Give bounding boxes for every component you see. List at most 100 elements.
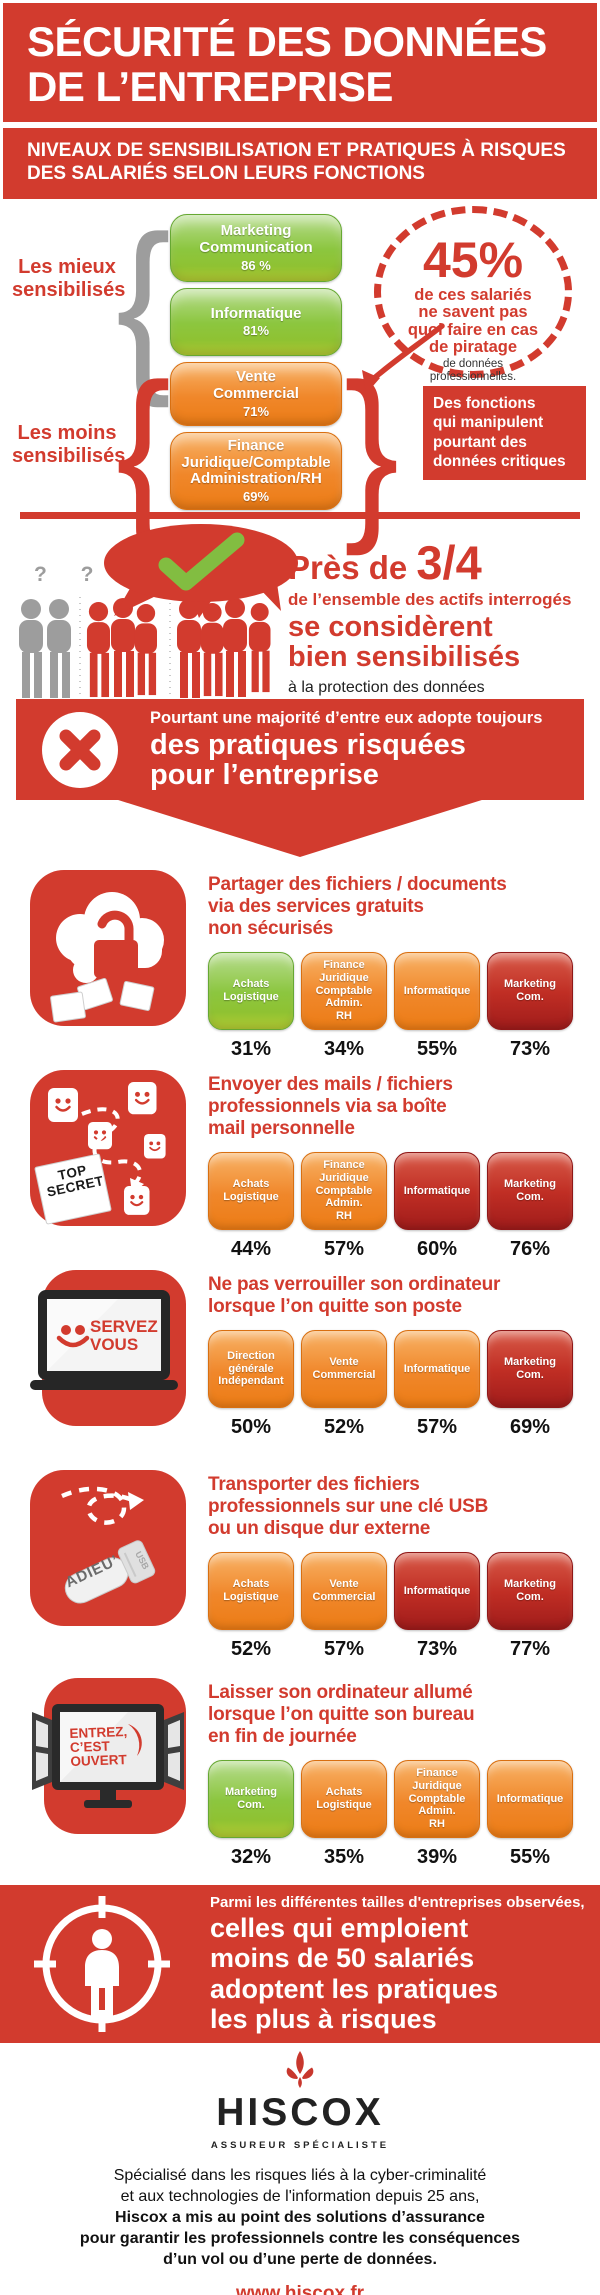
fleur-de-lis-icon (286, 2051, 314, 2088)
tile-percentage: 57% (323, 1238, 365, 1261)
headline-fraction: 3/4 (416, 536, 482, 589)
tile-label: Achats Logistique (208, 1552, 294, 1631)
tile-percentage: 57% (323, 1638, 365, 1661)
tile-marketing: Marketing Com. 32% (208, 1760, 294, 1869)
tile-label: Vente Commercial (301, 1330, 387, 1409)
tile-label: Marketing Com. (487, 1330, 573, 1409)
tile-label: Achats Logistique (208, 952, 294, 1031)
tile-direction: Direction générale Indépendant 50% (208, 1330, 294, 1439)
tile-marketing: Marketing Com. 73% (487, 952, 573, 1061)
people-crowd-icon (19, 597, 271, 698)
bar-value: 71% (242, 403, 270, 419)
tile-percentage: 60% (416, 1238, 458, 1261)
tile-percentage: 73% (509, 1038, 551, 1061)
hiscox-website-link[interactable]: www.hiscox.fr (235, 2282, 365, 2295)
tile-marketing: Marketing Com. 69% (487, 1330, 573, 1439)
checkmark-bubble-icon (104, 524, 298, 618)
awareness-bars: Marketing Communication 86 % Informatiqu… (170, 214, 342, 510)
tile-vente: Vente Commercial 57% (301, 1552, 387, 1661)
bar-label: Finance Juridique/Comptable Administrati… (181, 436, 331, 488)
practice-tiles: Direction générale Indépendant 50% Vente… (208, 1330, 588, 1439)
tile-label: Achats Logistique (208, 1152, 294, 1231)
three-quarters-section: ? ? (0, 519, 600, 716)
tile-percentage: 44% (230, 1238, 272, 1261)
tile-percentage: 73% (416, 1638, 458, 1661)
three-quarters-text: Près de 3/4 de l’ensemble des actifs int… (288, 535, 588, 718)
tile-percentage: 55% (509, 1846, 551, 1869)
risk-banner-line1: Pourtant une majorité d’entre eux adopte… (150, 709, 543, 727)
tile-achats: Achats Logistique 52% (208, 1552, 294, 1661)
tile-label: Finance Juridique Comptable Admin. RH (394, 1760, 480, 1839)
tile-achats: Achats Logistique 31% (208, 952, 294, 1061)
practice-title: Transporter des fichiers professionnels … (208, 1474, 489, 1540)
worst-aware-label: Les moins sensibilisés (12, 422, 126, 467)
x-mark-icon (42, 712, 118, 788)
callout-subtext: de données professionnelles. (429, 358, 517, 383)
tile-percentage: 39% (416, 1846, 458, 1869)
tile-percentage: 76% (509, 1238, 551, 1261)
servez-vous-label: SERVEZ VOUS (90, 1317, 158, 1354)
practice-usb-transport: ADIEU’ USB Transporter des fichiers prof… (28, 1468, 588, 1661)
tile-marketing: Marketing Com. 76% (487, 1152, 573, 1261)
callout-text: de ces salariés ne savent pas quoi faire… (407, 286, 539, 356)
practice-title: Laisser son ordinateur allumé lorsque l’… (208, 1682, 475, 1748)
awareness-bar-informatique: Informatique 81% (170, 288, 342, 356)
sme-big-text: celles qui emploient moins de 50 salarié… (210, 1912, 499, 2035)
tile-percentage: 35% (323, 1846, 365, 1869)
risky-practices-banner: Pourtant une majorité d’entre eux adopte… (16, 699, 584, 800)
tile-label: Informatique (394, 1552, 480, 1631)
practice-share-files: Partager des fichiers / documents via de… (28, 868, 588, 1061)
tile-label: Informatique (394, 952, 480, 1031)
best-aware-label: Les mieux sensibilisés (12, 256, 126, 301)
usb-stick-icon: ADIEU’ USB (28, 1468, 188, 1628)
tile-achats: Achats Logistique 44% (208, 1152, 294, 1261)
footer-text-bold: Hiscox a mis au point des solutions d’as… (79, 2209, 521, 2269)
tile-label: Informatique (394, 1330, 480, 1409)
sme-intro: Parmi les différentes tailles d'entrepri… (210, 1893, 585, 1911)
three-quarters-sub: de l’ensemble des actifs interrogés (288, 590, 572, 609)
practice-personal-mail: TOP SECRET Envoyer des mails / fichiers … (28, 1068, 588, 1261)
tile-label: Informatique (487, 1760, 573, 1839)
bar-value: 81% (242, 323, 270, 339)
awareness-bar-finance: Finance Juridique/Comptable Administrati… (170, 432, 342, 510)
tile-percentage: 50% (230, 1416, 272, 1439)
practice-tiles: Achats Logistique 52% Vente Commercial 5… (208, 1552, 588, 1661)
practice-title: Ne pas verrouiller son ordinateur lorsqu… (208, 1274, 501, 1318)
tile-finance: Finance Juridique Comptable Admin. RH 39… (394, 1760, 480, 1869)
tile-informatique: Informatique 57% (394, 1330, 480, 1439)
tile-label: Marketing Com. (487, 1152, 573, 1231)
footer: HISCOX ASSUREUR SPÉCIALISTE Spécialisé d… (0, 2042, 600, 2295)
crosshair-person-icon (34, 1896, 170, 2032)
practice-computer-left-on: ENTREZ, C’EST OUVERT Laisser son ordinat… (28, 1676, 588, 1869)
cloud-unlocked-icon (28, 868, 188, 1028)
critical-data-note: Des fonctions qui manipulent pourtant de… (423, 386, 586, 480)
section-divider (20, 512, 580, 519)
45-percent-callout: 45% de ces salariés ne savent pas quoi f… (374, 206, 572, 383)
tile-informatique: Informatique 55% (487, 1760, 573, 1869)
practice-unlocked-computer: SERVEZ VOUS Ne pas verrouiller son ordin… (28, 1268, 588, 1439)
practice-body: Laisser son ordinateur allumé lorsque l’… (208, 1676, 588, 1869)
risk-banner-big: des pratiques risquées pour l’entreprise (150, 729, 466, 792)
practice-title: Envoyer des mails / fichiers professionn… (208, 1074, 453, 1140)
three-quarters-strong: se considèrent bien sensibilisés (288, 611, 521, 673)
practice-tiles: Achats Logistique 31% Finance Juridique … (208, 952, 588, 1061)
down-arrow-icon (115, 799, 485, 857)
tile-finance: Finance Juridique Comptable Admin. RH 57… (301, 1152, 387, 1261)
laptop-smiley-icon: SERVEZ VOUS (28, 1268, 188, 1428)
tile-marketing: Marketing Com. 77% (487, 1552, 573, 1661)
brand-logo-text: HISCOX (216, 2091, 384, 2134)
bar-label: Informatique (210, 304, 302, 322)
tile-percentage: 57% (416, 1416, 458, 1439)
tile-label: Achats Logistique (301, 1760, 387, 1839)
awareness-bar-marketing: Marketing Communication 86 % (170, 214, 342, 282)
tile-finance: Finance Juridique Comptable Admin. RH 34… (301, 952, 387, 1061)
tile-label: Informatique (394, 1152, 480, 1231)
page-subtitle: NIVEAUX DE SENSIBILISATION ET PRATIQUES … (27, 139, 566, 184)
brand-tagline: ASSUREUR SPÉCIALISTE (210, 2140, 390, 2151)
bar-label: Vente Commercial (213, 368, 299, 402)
bar-value: 69% (242, 489, 270, 505)
question-marks: ? ? (34, 563, 108, 586)
page-title: SÉCURITÉ DES DONNÉES DE L’ENTREPRISE (27, 18, 547, 111)
tile-percentage: 52% (230, 1638, 272, 1661)
brace-best: { (116, 196, 172, 409)
